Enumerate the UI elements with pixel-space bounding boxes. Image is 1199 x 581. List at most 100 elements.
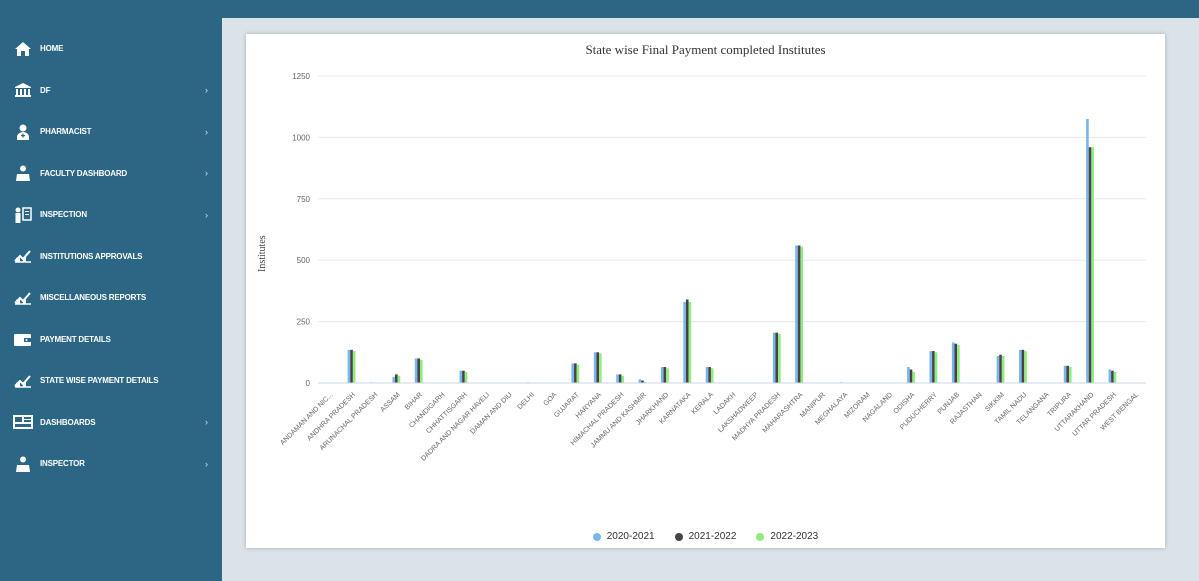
legend-item[interactable]: 2020-2021 [592,531,655,542]
x-tick-label: GOA [542,391,558,407]
bar-2020-2021 [1019,349,1022,383]
sidebar: Home DF › Pharmacist › Faculty Dashboard › Insp… [0,0,222,581]
bar-2021-2022 [1021,349,1025,383]
bar-2021-2022 [909,369,913,383]
bar-2022-2023 [599,353,602,383]
bar-2020-2021 [772,332,776,383]
x-tick-label: BIHAR [404,391,424,411]
sidebar-item-label: Home [40,44,64,54]
sidebar-item-inspector[interactable]: Inspector › [0,443,222,485]
bar-2020-2021 [951,342,955,383]
legend-label: 2022-2023 [770,531,819,542]
sidebar-nav: Home DF › Pharmacist › Faculty Dashboard › Insp… [0,0,222,485]
bar-2020-2021 [1108,369,1112,383]
bar-2021-2022 [417,358,421,383]
bar-2020-2021 [929,351,933,383]
bar-2022-2023 [643,381,647,383]
bar-2021-2022 [641,380,644,383]
bar-2020-2021 [616,374,619,383]
bar-2021-2022 [395,374,398,383]
y-tick-label: 0 [306,379,311,388]
x-tick-label: DAMAN AND DIU [469,391,513,435]
chevron-right-icon: › [205,168,208,179]
bar-2020-2021 [1086,118,1089,383]
bar-2021-2022 [797,245,801,383]
chevron-right-icon: › [205,458,208,469]
bar-2020-2021 [638,379,642,383]
bar-2020-2021 [347,349,351,383]
bar-2021-2022 [1066,365,1069,383]
chart-title: State wise Final Payment completed Insti… [585,42,826,57]
x-tick-label: CHHATTISGARH [425,391,469,435]
bar-2022-2023 [957,344,960,383]
top-bar [0,0,1199,18]
bank-icon [12,83,34,98]
x-tick-label: UTTARAKHAND [1054,391,1096,433]
bar-2020-2021 [907,367,910,383]
legend-marker [592,532,601,541]
sidebar-item-df[interactable]: DF › [0,70,222,112]
person-icon [12,165,34,182]
bar-2022-2023 [1113,371,1117,383]
bar-2022-2023 [778,333,781,383]
bar-2022-2023 [420,359,423,383]
bar-2021-2022 [574,363,577,383]
legend-marker [674,532,683,541]
person-icon [12,456,34,472]
bar-2021-2022 [954,343,958,383]
sidebar-item-payment-details[interactable]: Payment Details [0,319,222,361]
x-tick-label: KERALA [691,391,716,416]
sidebar-item-inspection[interactable]: Inspection › [0,194,222,236]
x-tick-label: SIKKIM [984,391,1006,413]
bar-2022-2023 [710,368,714,383]
bar-2022-2023 [576,364,580,383]
bar-2022-2023 [397,375,401,383]
sidebar-item-pharmacist[interactable]: Pharmacist › [0,111,222,153]
chevron-right-icon: › [205,85,208,96]
bar-2022-2023 [1001,355,1005,383]
bar-2020-2021 [459,370,463,383]
bar-2022-2023 [934,352,938,383]
legend-marker [756,532,765,541]
sidebar-item-label: DF [40,85,51,95]
legend-item[interactable]: 2021-2022 [674,531,737,542]
bar-2020-2021 [683,301,686,383]
sidebar-item-label: Inspector [40,459,85,469]
legend-label: 2021-2022 [688,531,737,542]
bar-2020-2021 [392,376,396,383]
sidebar-item-dashboards[interactable]: Dashboards › [0,402,222,444]
bar-2022-2023 [621,375,625,383]
bar-2020-2021 [1063,365,1067,383]
bar-2021-2022 [775,332,779,383]
legend-item[interactable]: 2022-2023 [756,531,818,542]
bar-2020-2021 [414,358,418,383]
bar-2021-2022 [462,370,465,383]
chevron-right-icon: › [205,417,208,428]
bar-2021-2022 [596,352,600,383]
sidebar-item-home[interactable]: Home [0,28,222,70]
sidebar-item-label: Payment Details [40,334,111,344]
bar-2022-2023 [1068,367,1072,383]
sidebar-item-label: Inspection [40,210,87,220]
bar-2022-2023 [1024,351,1027,383]
chart-line-icon [12,374,34,388]
dashboard-icon [12,415,34,430]
chevron-right-icon: › [205,126,208,137]
bar-2021-2022 [663,367,667,383]
sidebar-item-state-wise-payment-details[interactable]: State Wise Payment Details [0,360,222,402]
sidebar-item-label: Institutions Approvals [40,251,143,261]
sidebar-item-faculty-dashboard[interactable]: Faculty Dashboard › [0,153,222,195]
y-tick-label: 1000 [292,133,310,142]
home-icon [12,41,34,56]
bar-2022-2023 [688,301,692,383]
inspector-icon [12,207,34,223]
bar-2020-2021 [660,367,664,383]
sidebar-item-miscellaneous-reports[interactable]: Miscellaneous Reports [0,277,222,319]
x-tick-label: DELHI [516,391,536,411]
chart-line-icon [12,291,34,305]
y-tick-label: 750 [297,195,311,204]
legend-label: 2020-2021 [606,531,655,542]
pharmacist-icon [12,124,34,140]
sidebar-item-institutions-approvals[interactable]: Institutions Approvals [0,236,222,278]
bar-2021-2022 [1088,147,1092,383]
